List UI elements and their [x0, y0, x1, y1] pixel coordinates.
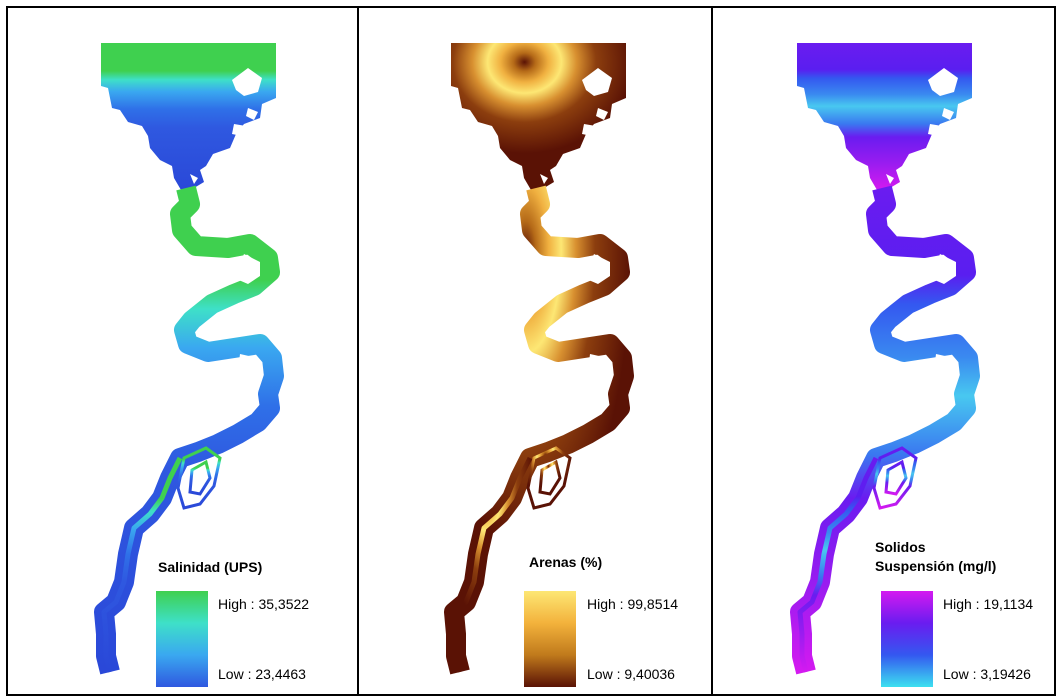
legend-high-label: High : 19,1134: [943, 596, 1034, 612]
estuary-island: [232, 124, 246, 136]
estuary-map-arenas: [444, 43, 634, 675]
estuary-bay: [797, 43, 972, 190]
estuary-island: [596, 108, 608, 120]
estuary-island: [246, 108, 258, 120]
map-panel-arenas: Arenas (%) High : 99,8514 Low : 9,40036: [359, 8, 711, 694]
legend-title-line: Salinidad (UPS): [158, 559, 263, 575]
legend-color-ramp: [156, 591, 208, 687]
estuary-channel-lower: [797, 456, 879, 673]
map-frame: [6, 6, 1056, 696]
estuary-braided-channel: [884, 459, 908, 496]
estuary-island: [934, 354, 956, 382]
map-panel-salinidad: Salinidad (UPS) High : 35,3522 Low : 23,…: [8, 8, 357, 694]
legend-title: Arenas (%): [529, 553, 602, 572]
estuary-island: [234, 254, 260, 284]
estuary-island: [238, 354, 260, 382]
estuary-braided-channel: [176, 446, 222, 510]
legend-high-label: High : 35,3522: [218, 596, 310, 612]
estuary-bay: [451, 43, 626, 190]
estuary-braided-channel: [872, 446, 918, 510]
estuary-shape: [94, 43, 284, 675]
legend-color-ramp: [524, 591, 576, 687]
estuary-island: [582, 124, 596, 136]
legend-high-label: High : 99,8514: [587, 596, 679, 612]
legend-title-line: Arenas (%): [529, 554, 603, 570]
estuary-island: [582, 68, 612, 96]
estuary-island: [942, 108, 954, 120]
estuary-braided-channel: [526, 446, 572, 510]
estuary-island: [930, 254, 956, 284]
estuary-island: [232, 68, 262, 96]
estuary-channel-lower: [451, 456, 533, 673]
legend-title: Salinidad (UPS): [158, 558, 262, 577]
map-panel-solidos: Solidos Suspensión (mg/l) High : 19,1134…: [713, 8, 1054, 694]
estuary-map-solidos: [790, 43, 980, 675]
estuary-island: [588, 354, 610, 382]
legend-title: Solidos Suspensión (mg/l): [875, 538, 996, 576]
legend-low-label: Low : 9,40036: [587, 666, 675, 682]
estuary-island: [928, 68, 958, 96]
estuary-shape: [790, 43, 980, 675]
estuary-map-salinidad: [94, 43, 284, 675]
legend-title-line: Suspensión (mg/l): [875, 558, 997, 574]
estuary-braided-channel: [188, 459, 212, 496]
legend-low-label: Low : 3,19426: [943, 666, 1031, 682]
panel-divider: [357, 6, 359, 696]
legend-title-line: Solidos: [875, 539, 926, 555]
estuary-bay: [101, 43, 276, 190]
legend-low-label: Low : 23,4463: [218, 666, 306, 682]
estuary-braided-channel: [538, 459, 562, 496]
estuary-island: [886, 174, 894, 184]
estuary-island: [928, 124, 942, 136]
estuary-island: [190, 174, 198, 184]
estuary-island: [540, 174, 548, 184]
estuary-shape: [444, 43, 634, 675]
panel-divider: [711, 6, 713, 696]
estuary-island: [584, 254, 610, 284]
legend-color-ramp: [881, 591, 933, 687]
estuary-channel-lower: [101, 456, 183, 673]
